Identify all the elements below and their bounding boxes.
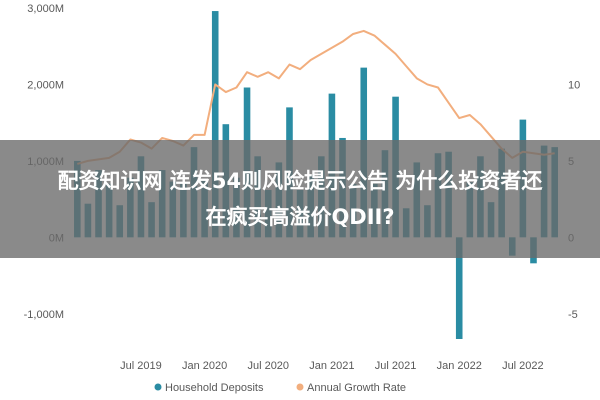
y-left-tick-label: -1,000M [24, 309, 64, 321]
x-tick-label: Jul 2021 [375, 360, 417, 372]
headline-line-2: 在疯买高溢价QDII? [205, 205, 395, 229]
legend-marker [154, 383, 162, 391]
x-tick-label: Jul 2022 [502, 360, 544, 372]
y-right-tick-label: -5 [568, 309, 578, 321]
legend-label: Household Deposits [165, 382, 264, 394]
legend: Household Deposits Annual Growth Rate [154, 382, 406, 394]
y-left-tick-label: 2,000M [27, 79, 64, 91]
bar-household-deposits [455, 237, 463, 339]
y-left-tick-label: 3,000M [27, 3, 64, 15]
headline-line-1: 配资知识网 连发54则风险提示公告 为什么投资者还 [57, 169, 543, 193]
x-tick-label: Jan 2022 [437, 360, 482, 372]
x-axis: Jul 2019 Jan 2020 Jul 2020 Jan 2021 Jul 2021… [120, 360, 544, 372]
x-tick-label: Jan 2021 [309, 360, 354, 372]
headline-overlay: 配资知识网 连发54则风险提示公告 为什么投资者还 在疯买高溢价QDII? [0, 140, 600, 258]
x-tick-label: Jan 2020 [182, 360, 227, 372]
x-tick-label: Jul 2020 [247, 360, 289, 372]
legend-label: Annual Growth Rate [307, 382, 406, 394]
bar-household-deposits [211, 11, 219, 238]
legend-marker [296, 383, 304, 391]
x-tick-label: Jul 2019 [120, 360, 162, 372]
y-right-tick-label: 10 [568, 79, 580, 91]
